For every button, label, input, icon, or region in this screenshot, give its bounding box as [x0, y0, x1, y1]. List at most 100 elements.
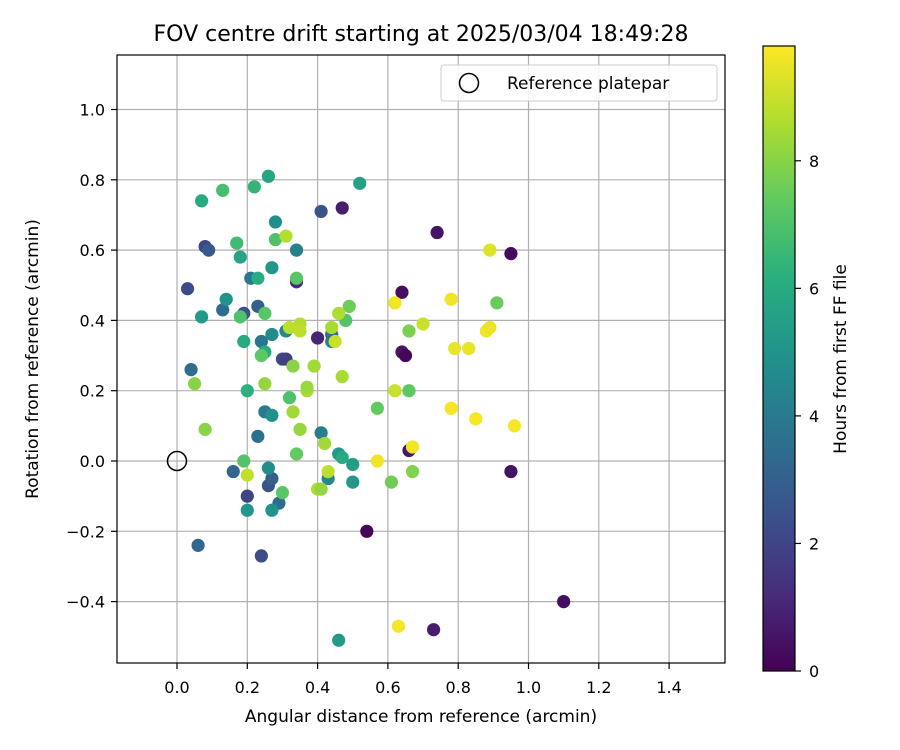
y-tick-label: 0.8 [80, 171, 105, 190]
data-point [314, 426, 328, 440]
data-point [307, 359, 321, 373]
colorbar-tick-label: 6 [809, 279, 819, 298]
data-point [187, 377, 202, 391]
data-point [265, 408, 279, 422]
data-point [332, 633, 346, 647]
colorbar-tick-label: 8 [809, 152, 819, 171]
chart-title: FOV centre drift starting at 2025/03/04 … [154, 22, 689, 47]
data-point [195, 310, 209, 324]
data-point [202, 243, 216, 257]
data-point [335, 201, 349, 215]
x-tick-label: 0.6 [375, 678, 400, 697]
data-point [279, 229, 293, 243]
data-point [237, 334, 251, 349]
data-point [219, 292, 233, 306]
data-point [286, 359, 300, 373]
data-point [198, 422, 212, 436]
data-point [342, 299, 356, 313]
data-point [314, 204, 328, 219]
data-point [251, 429, 265, 443]
x-tick-label: 0.8 [445, 678, 470, 697]
data-point [240, 468, 254, 482]
colorbar: 0 2 4 6 8 Hours from first FF file [762, 45, 851, 681]
data-point [314, 482, 328, 496]
data-point [370, 401, 384, 415]
data-point [261, 461, 275, 475]
data-point [332, 306, 346, 320]
colorbar-gradient [762, 45, 796, 672]
data-point [448, 341, 462, 356]
data-point [293, 422, 307, 436]
data-point [388, 384, 402, 398]
data-point [240, 503, 254, 517]
data-point [265, 327, 279, 342]
y-tick-label: 0.0 [80, 452, 105, 471]
data-point [265, 503, 279, 517]
data-point [275, 486, 290, 500]
data-point [258, 306, 272, 320]
data-point [233, 310, 247, 324]
data-point [318, 436, 332, 451]
data-point [405, 464, 420, 479]
data-point [328, 334, 342, 349]
x-tick-label: 0.4 [305, 678, 330, 697]
x-tick-label: 0.2 [235, 678, 260, 697]
y-tick-label: 0.2 [80, 382, 105, 401]
data-point [416, 317, 430, 331]
data-points [180, 169, 571, 647]
data-point [504, 247, 518, 261]
data-point [240, 384, 254, 398]
data-point [268, 232, 283, 247]
data-point [265, 471, 279, 486]
legend: Reference platepar [440, 64, 718, 102]
data-point [233, 250, 247, 264]
data-point [346, 475, 360, 489]
data-point [398, 348, 413, 363]
y-tick-label: 1.0 [80, 101, 105, 120]
data-point [444, 401, 458, 415]
data-point [335, 370, 349, 384]
y-tick-label: −0.2 [66, 522, 105, 541]
data-point [353, 176, 367, 190]
data-point [289, 271, 304, 285]
data-point [430, 225, 444, 240]
data-point [191, 538, 205, 552]
data-point [483, 243, 497, 257]
data-point [370, 454, 384, 468]
data-point [289, 447, 304, 461]
data-point [426, 623, 441, 637]
data-point [391, 619, 406, 633]
y-tick-label: −0.4 [66, 593, 105, 612]
x-tick-label: 0.0 [164, 678, 189, 697]
y-axis-ticks: −0.4 −0.2 0.0 0.2 0.4 0.6 0.8 1.0 [66, 101, 117, 612]
data-point [237, 454, 251, 468]
data-point [286, 405, 300, 419]
data-point [360, 524, 374, 538]
data-point [346, 457, 360, 472]
data-point [282, 320, 297, 335]
data-point [507, 419, 522, 433]
x-axis-ticks: 0.0 0.2 0.4 0.6 0.8 1.0 1.2 1.4 [164, 663, 682, 697]
data-point [321, 464, 335, 479]
colorbar-tick-label: 0 [809, 662, 819, 681]
data-point [216, 303, 230, 317]
y-axis-label: Rotation from reference (arcmin) [23, 219, 43, 499]
data-point [504, 464, 518, 479]
data-point [195, 194, 209, 208]
colorbar-ticks: 0 2 4 6 8 [795, 152, 819, 681]
data-point [444, 292, 458, 306]
data-point [254, 549, 268, 563]
data-point [395, 285, 409, 299]
data-point [311, 331, 325, 345]
data-point [216, 183, 230, 197]
data-point [247, 180, 261, 194]
data-point [265, 261, 279, 275]
data-point [490, 296, 504, 310]
colorbar-tick-label: 2 [809, 534, 819, 553]
data-point [261, 169, 275, 183]
grid [117, 55, 725, 663]
data-point [282, 391, 297, 405]
data-point [226, 464, 240, 479]
y-tick-label: 0.4 [80, 311, 105, 330]
